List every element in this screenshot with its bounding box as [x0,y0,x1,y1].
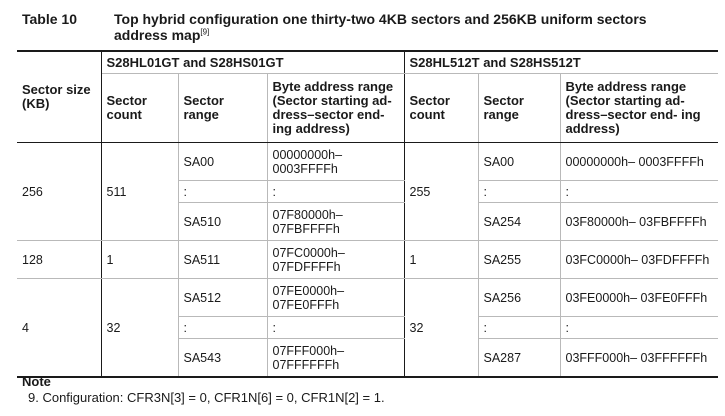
address-map-table: Sector size (KB) S28HL01GT and S28HS01GT… [17,50,719,378]
table-row: 4 32 SA512 07FE0000h– 07FE0FFFh 32 SA256… [17,278,719,378]
footnote-ref[interactable]: [9] [200,27,210,37]
header-g1-sector-range: Sector range [178,73,268,143]
header-g2-sector-range: Sector range [478,73,561,143]
g1-range-cell: SA511 [178,240,268,279]
g1-range-cell: SA00 [178,142,268,181]
header-g2-sector-count: Sector count [404,73,479,143]
table-caption: Table 10 Top hybrid configuration one th… [22,11,712,43]
note-title: Note [22,374,51,389]
g1-address-cell: : [267,316,405,339]
table-label: Table 10 [22,11,77,27]
g1-address-cell: 07FC0000h– 07FDFFFFh [267,240,405,279]
g1-range-cell: SA512 [178,278,268,317]
sector-size-cell: 4 [17,278,102,378]
table-title-line2: address map [114,27,201,43]
table-row: 256 511 SA00 00000000h– 0003FFFFh 255 SA… [17,142,719,241]
note-item: 9. Configuration: CFR3N[3] = 0, CFR1N[6]… [28,390,385,405]
g1-address-cell: 07FFF000h– 07FFFFFFh [267,338,405,378]
g1-address-cell: : [267,180,405,203]
g1-address-cell: 00000000h– 0003FFFFh [267,142,405,181]
group-header-row: Sector size (KB) S28HL01GT and S28HS01GT… [17,51,719,143]
table-row: SA543 07FFF000h– 07FFFFFFh SA287 03FFF00… [17,338,719,378]
header-g1-byte-range: Byte address range (Sector starting ad- … [267,73,405,143]
g2-address-cell: : [560,316,719,339]
header-g1-sector-count: Sector count [101,73,179,143]
g2-address-cell: 03F80000h– 03FBFFFFh [560,202,719,241]
g2-range-cell: : [478,180,561,203]
sector-size-cell: 128 [17,240,102,279]
g2-range-cell: : [478,316,561,339]
g2-range-cell: SA255 [478,240,561,279]
table-row: : : : : [17,180,719,203]
g2-address-cell: : [560,180,719,203]
g2-address-cell: 00000000h– 0003FFFFh [560,142,719,181]
g1-count-cell: 32 [101,278,179,378]
g2-count-cell: 1 [404,240,479,279]
header-g2-byte-range: Byte address range (Sector starting ad- … [560,73,719,143]
g2-count-cell: 255 [404,142,479,241]
g2-address-cell: 03FFF000h– 03FFFFFFh [560,338,719,378]
table-title-line1: Top hybrid configuration one thirty-two … [114,11,647,27]
table-title: Top hybrid configuration one thirty-two … [114,11,674,43]
header-group-01gt: S28HL01GT and S28HS01GT [101,51,405,74]
header-group-512t: S28HL512T and S28HS512T [404,51,719,74]
header-sector-size: Sector size (KB) [17,51,102,143]
table-row: SA510 07F80000h– 07FBFFFFh SA254 03F8000… [17,202,719,241]
g1-count-cell: 511 [101,142,179,241]
g1-range-cell: : [178,180,268,203]
column-header-row: Sector count Sector range Byte address r… [17,73,719,143]
g1-range-cell: : [178,316,268,339]
table-note: Note 9. Configuration: CFR3N[3] = 0, CFR… [22,374,385,406]
table-row: 128 1 SA511 07FC0000h– 07FDFFFFh 1 SA255… [17,240,719,279]
g1-address-cell: 07FE0000h– 07FE0FFFh [267,278,405,317]
sector-size-cell: 256 [17,142,102,241]
g2-range-cell: SA287 [478,338,561,378]
g2-count-cell: 32 [404,278,479,378]
g1-count-cell: 1 [101,240,179,279]
g2-range-cell: SA254 [478,202,561,241]
table-row: : : : : [17,316,719,339]
g2-address-cell: 03FC0000h– 03FDFFFFh [560,240,719,279]
g2-range-cell: SA00 [478,142,561,181]
g1-range-cell: SA543 [178,338,268,378]
g2-address-cell: 03FE0000h– 03FE0FFFh [560,278,719,317]
g1-range-cell: SA510 [178,202,268,241]
g1-address-cell: 07F80000h– 07FBFFFFh [267,202,405,241]
g2-range-cell: SA256 [478,278,561,317]
